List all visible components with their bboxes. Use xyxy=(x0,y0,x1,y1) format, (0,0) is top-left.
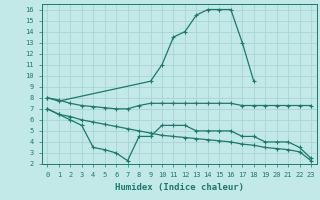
X-axis label: Humidex (Indice chaleur): Humidex (Indice chaleur) xyxy=(115,183,244,192)
